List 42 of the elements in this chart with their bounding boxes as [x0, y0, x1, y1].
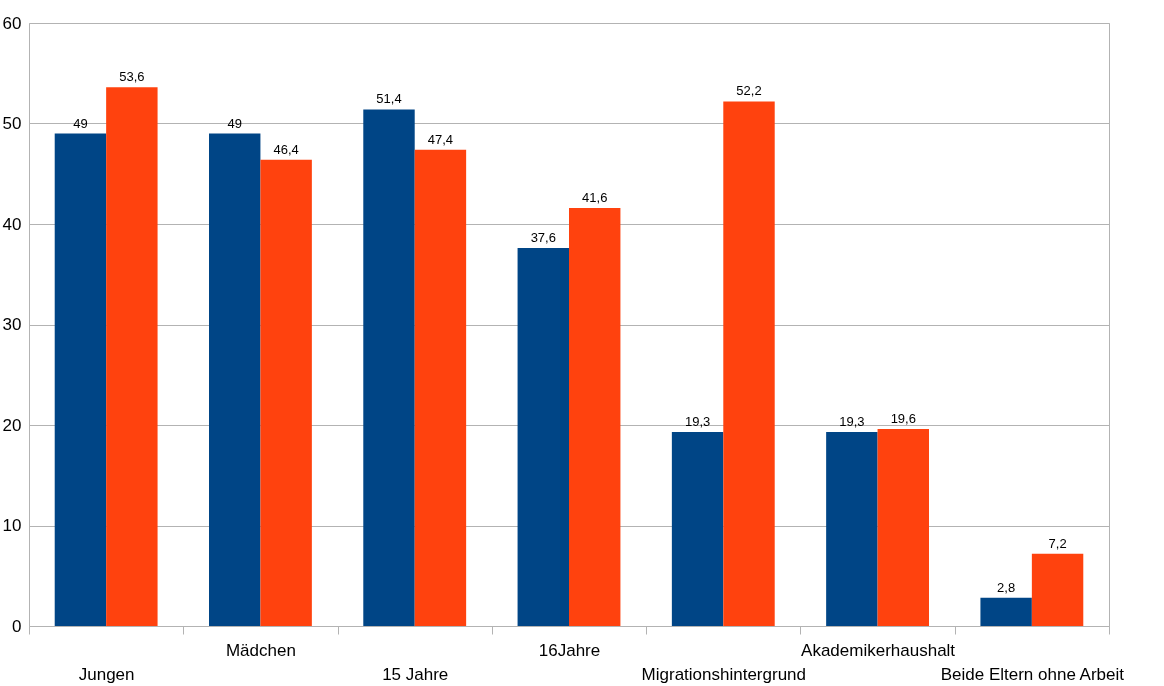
- data-label: 49: [227, 115, 242, 131]
- bar: [826, 432, 878, 626]
- y-tick-label: 30: [2, 315, 22, 334]
- y-tick-label: 60: [2, 13, 22, 33]
- bar: [671, 432, 724, 626]
- data-label: 51,4: [376, 91, 402, 107]
- data-label: 47,4: [427, 131, 454, 147]
- data-label: 53,6: [119, 69, 145, 85]
- bar: [569, 207, 621, 626]
- y-tick-label: 10: [2, 516, 22, 535]
- data-label: 41,6: [582, 189, 608, 205]
- bar: [723, 101, 775, 626]
- data-label: 52,2: [736, 83, 762, 99]
- x-tick-label: Migrationshintergrund: [641, 664, 806, 684]
- y-tick-label: 50: [2, 114, 22, 133]
- x-tick-label: Jungen: [78, 664, 135, 684]
- bar: [980, 597, 1032, 626]
- bar: [260, 159, 312, 626]
- data-label: 19,3: [684, 414, 711, 430]
- y-tick-label: 40: [2, 214, 22, 234]
- bar: [877, 429, 929, 626]
- bar: [209, 133, 261, 626]
- bar: [106, 87, 158, 626]
- data-label: 49: [73, 115, 88, 131]
- data-label: 46,4: [273, 141, 299, 157]
- data-label: 37,6: [530, 230, 556, 246]
- data-label: 7,2: [1048, 535, 1067, 551]
- y-tick-label: 20: [2, 415, 22, 435]
- data-label: 2,8: [997, 579, 1016, 595]
- data-label: 19,6: [890, 411, 916, 427]
- x-tick-label: Akademikerhaushalt: [801, 640, 956, 660]
- data-label: 19,3: [839, 414, 865, 430]
- bar: [363, 109, 415, 626]
- bar: [517, 248, 569, 626]
- bar: [1031, 553, 1084, 626]
- bar: [54, 133, 107, 626]
- x-tick-label: 15 Jahre: [382, 664, 449, 684]
- x-tick-label: Beide Eltern ohne Arbeit: [940, 664, 1125, 684]
- bar: [414, 149, 467, 626]
- x-tick-label: Mädchen: [225, 640, 296, 660]
- x-tick-label: 16Jahre: [538, 640, 601, 660]
- y-tick-label: 0: [12, 616, 22, 636]
